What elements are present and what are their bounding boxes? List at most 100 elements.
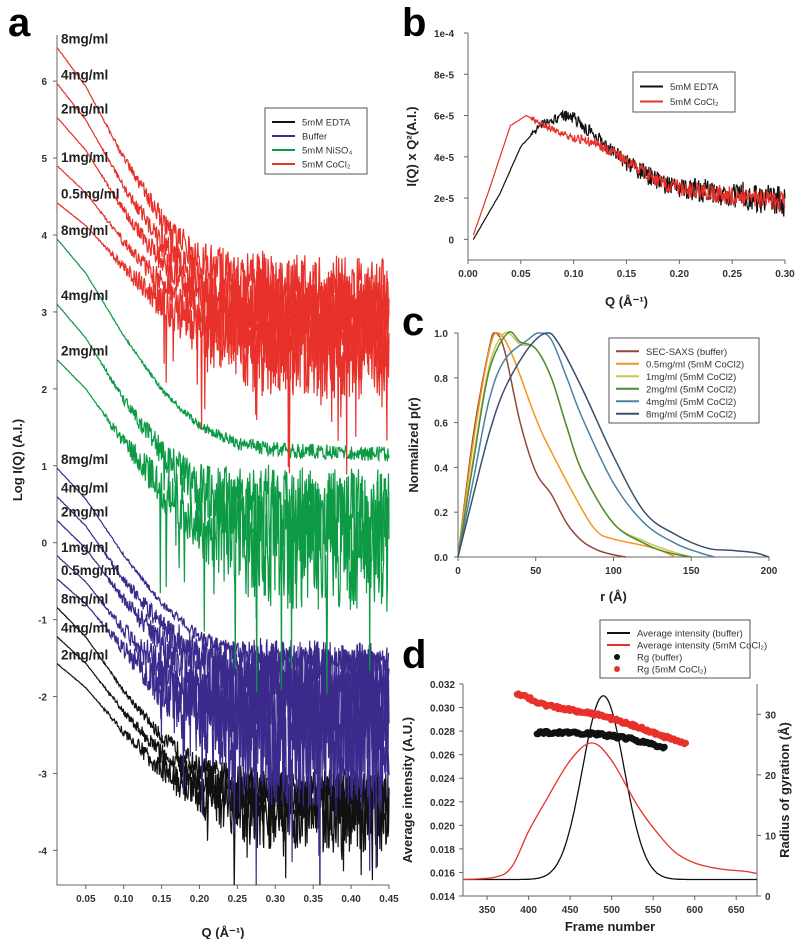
- y2-tick-label-d: 20: [765, 771, 777, 782]
- x-tick-label-a: 0.30: [266, 894, 286, 905]
- y-tick-label-d: 0.028: [430, 727, 455, 738]
- concentration-label: 4mg/ml: [61, 481, 108, 496]
- x-tick-label-d: 600: [686, 905, 703, 916]
- y-tick-label-d: 0.030: [430, 704, 455, 715]
- x-tick-label-d: 450: [562, 905, 579, 916]
- legend-label-c: 1mg/ml (5mM CoCl2): [646, 372, 736, 383]
- y-axis-title-a: Log I(Q) (A.I.): [10, 419, 25, 501]
- curve-b-5mMEDTA: [472, 110, 786, 240]
- curve-b-5mMCoCl: [472, 114, 786, 236]
- concentration-label: 8mg/ml: [61, 31, 108, 46]
- legend-marker-d: [614, 654, 620, 660]
- y-tick-label-d: 0.018: [430, 845, 455, 856]
- x-tick-label-c: 100: [605, 566, 622, 577]
- series-group-b: [472, 110, 786, 240]
- y-tick-label-d: 0.022: [430, 798, 455, 809]
- x-tick-label-b: 0.05: [511, 269, 531, 280]
- legend-label-a: 5mM EDTA: [302, 118, 351, 129]
- axis-lines-b: [467, 33, 785, 261]
- x-tick-label-a: 0.45: [379, 894, 399, 905]
- y-tick-label-d: 0.024: [430, 774, 455, 785]
- x-tick-label-b: 0.10: [564, 269, 584, 280]
- y-tick-label-b: 8e-5: [434, 70, 454, 81]
- panel-label-b: b: [402, 1, 426, 45]
- curve-5mMNiSO-8mg/ml: [57, 238, 390, 463]
- curve-c-05mgml5mMCoCl2: [457, 332, 676, 558]
- x-tick-label-d: 500: [603, 905, 620, 916]
- y-tick-label-a: -2: [38, 693, 47, 704]
- y-tick-label-b: 2e-5: [434, 194, 454, 205]
- y-tick-label-a: 3: [41, 308, 47, 319]
- legend-label-b: 5mM CoCl₂: [670, 97, 719, 108]
- legend-label-c: 4mg/ml (5mM CoCl2): [646, 397, 736, 408]
- concentration-label: 8mg/ml: [61, 591, 108, 606]
- concentration-label: 0.5mg/ml: [61, 187, 120, 202]
- y2-axis-title-d: Radius of gyration (Å): [777, 722, 792, 858]
- y-tick-label-c: 0.0: [434, 553, 448, 564]
- legend-label-d: Average intensity (5mM CoCl₂): [637, 641, 767, 652]
- curve-c-2mgml5mMCoCl2: [457, 331, 692, 558]
- x-tick-label-d: 550: [645, 905, 662, 916]
- series-group-a: [57, 47, 390, 885]
- x-tick-label-d: 650: [728, 905, 745, 916]
- curve-c-8mgml5mMCoCl2: [457, 332, 770, 558]
- curve-5mMCoCl-0.5mg/ml: [57, 202, 390, 475]
- x-tick-label-a: 0.05: [76, 894, 96, 905]
- curve-c-SECSAXSbuffer: [457, 332, 627, 558]
- x-axis-title-a: Q (Å⁻¹): [202, 925, 245, 939]
- concentration-label: 2mg/ml: [61, 504, 108, 519]
- x-tick-label-a: 0.25: [228, 894, 248, 905]
- curve-intensity-cocl2: [462, 742, 758, 881]
- legend-marker-d: [614, 666, 620, 672]
- x-tick-label-d: 350: [479, 905, 496, 916]
- y-tick-label-a: 0: [41, 539, 47, 550]
- y2-tick-label-d: 10: [765, 831, 777, 842]
- x-tick-label-a: 0.10: [114, 894, 134, 905]
- x-axis-title-c: r (Å): [600, 589, 627, 604]
- panel-label-a: a: [8, 1, 31, 45]
- y-tick-label-b: 0: [448, 235, 454, 246]
- x-tick-label-a: 0.35: [303, 894, 323, 905]
- y-tick-label-a: 5: [41, 154, 47, 165]
- legend-label-a: Buffer: [302, 132, 327, 143]
- y-tick-label-c: 0.4: [434, 463, 448, 474]
- y-tick-label-b: 1e-4: [434, 29, 454, 40]
- y-axis-title-b: I(Q) x Q²(A.I.): [404, 106, 419, 186]
- x-tick-label-b: 0.15: [617, 269, 637, 280]
- x-tick-label-b: 0.00: [458, 269, 478, 280]
- curve-5mMCoCl-8mg/ml: [57, 47, 390, 365]
- y-tick-label-a: 1: [41, 462, 47, 473]
- concentration-label: 0.5mg/ml: [61, 563, 120, 578]
- legend-label-d: Rg (5mM CoCl₂): [637, 665, 707, 676]
- legend-label-c: 2mg/ml (5mM CoCl2): [646, 384, 736, 395]
- legend-label-b: 5mM EDTA: [670, 82, 719, 93]
- y-tick-label-a: -3: [38, 769, 47, 780]
- curve-c-4mgml5mMCoCl2: [457, 332, 715, 558]
- x-tick-label-b: 0.30: [775, 269, 795, 280]
- legend-b: [632, 71, 736, 113]
- concentration-label: 4mg/ml: [61, 621, 108, 636]
- concentration-label: 8mg/ml: [61, 223, 108, 238]
- concentration-label: 2mg/ml: [61, 647, 108, 662]
- curve-5mMEDTA-2mg/ml: [57, 663, 390, 885]
- x-tick-label-c: 50: [530, 566, 542, 577]
- concentration-label: 8mg/ml: [61, 452, 108, 467]
- rg-point-cocl2: [682, 739, 689, 747]
- legend-label-a: 5mM NiSO₄: [302, 146, 352, 157]
- y-tick-label-d: 0.016: [430, 868, 455, 879]
- y-tick-label-a: -4: [38, 846, 47, 857]
- curve-Buffer-0.5mg/ml: [57, 578, 390, 885]
- x-axis-title-b: Q (Å⁻¹): [605, 294, 648, 309]
- x-tick-label-b: 0.25: [722, 269, 742, 280]
- legend-d: [599, 619, 751, 679]
- legend-label-c: 0.5mg/ml (5mM CoCl2): [646, 359, 744, 370]
- panel-label-d: d: [402, 633, 426, 677]
- rg-point-buffer: [661, 743, 668, 751]
- y-axis-title-d: Average intensity (A.U.): [400, 717, 415, 863]
- y2-tick-label-d: 0: [765, 892, 771, 903]
- x-tick-label-c: 0: [455, 566, 461, 577]
- x-axis-title-d: Frame number: [565, 919, 655, 934]
- x-tick-label-a: 0.20: [190, 894, 210, 905]
- y-tick-label-d: 0.020: [430, 821, 455, 832]
